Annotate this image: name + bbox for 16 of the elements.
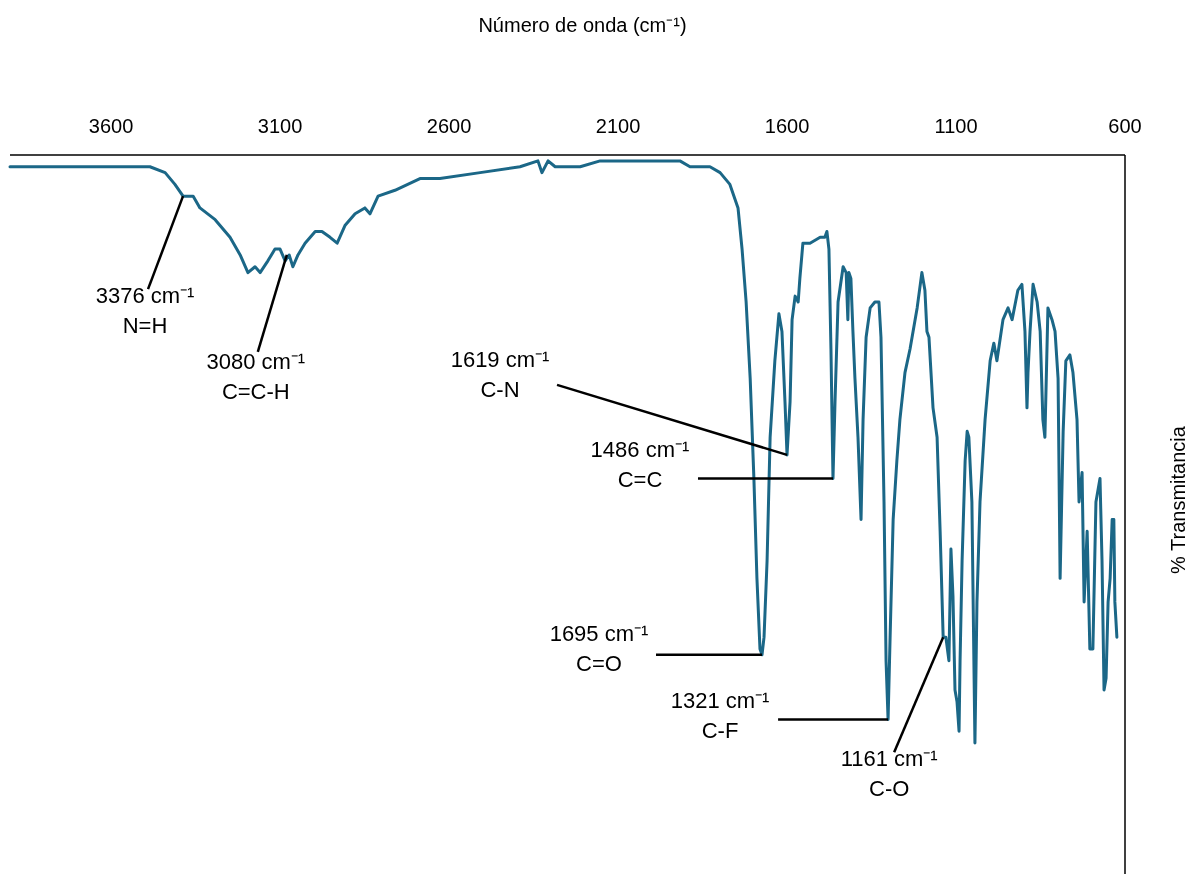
annotation: 1619 cm⁻¹ C-N — [450, 346, 550, 402]
x-tick-label: 3600 — [88, 115, 134, 137]
x-tick-label: 1100 — [934, 115, 978, 137]
annotation: 1161 cm⁻¹ C-O — [840, 746, 938, 802]
x-tick-label: 600 — [1108, 115, 1142, 137]
x-tick-label: 3100 — [257, 115, 303, 137]
x-tick-label: 2600 — [426, 115, 472, 137]
annotation: 1486 cm⁻¹ C=C — [590, 437, 690, 493]
x-tick-label: 1600 — [764, 115, 810, 137]
x-tick-label: 2100 — [595, 115, 641, 137]
annotation: 1321 cm⁻¹ C-F — [670, 688, 770, 744]
annotation: 1695 cm⁻¹ C=O — [549, 620, 649, 676]
annotation: 3080 cm⁻¹ C=C-H — [206, 348, 306, 404]
x-axis-title: Número de onda (cm⁻¹) — [478, 14, 687, 36]
y-axis-title: % Transmitancia — [1167, 425, 1189, 574]
annotation: 3376 cm⁻¹ N=H — [95, 283, 195, 339]
